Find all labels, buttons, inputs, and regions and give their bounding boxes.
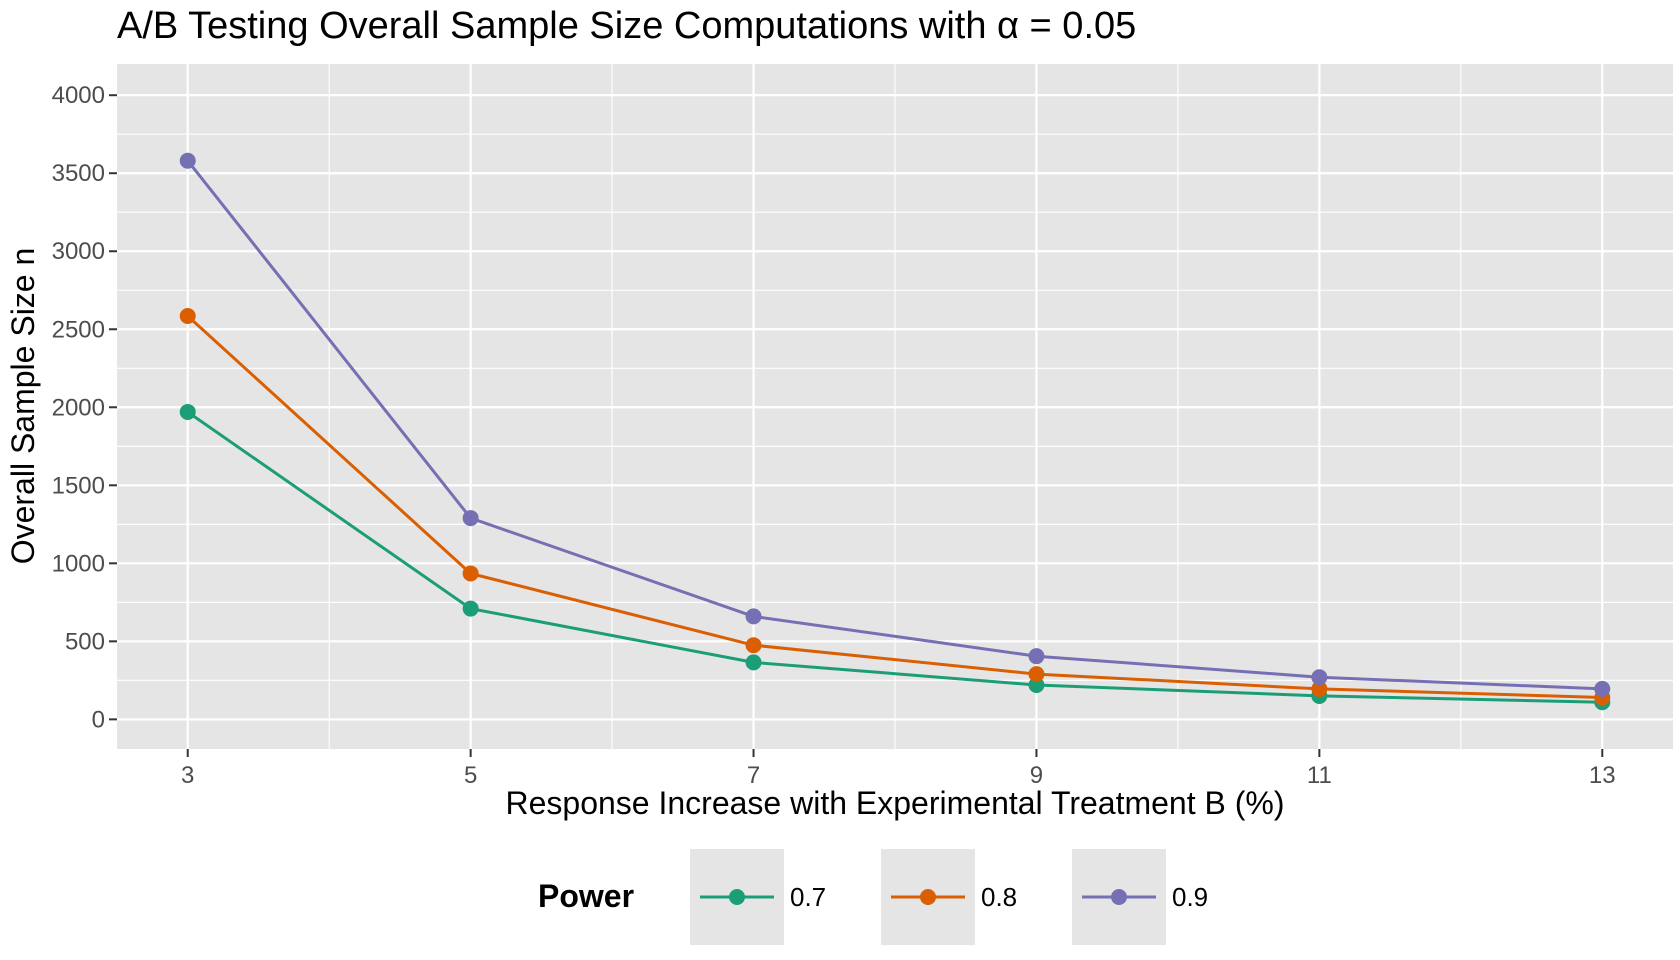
legend-item-0.7: 0.7 xyxy=(690,849,826,945)
chart-title: A/B Testing Overall Sample Size Computat… xyxy=(117,5,1136,47)
data-point xyxy=(1028,666,1045,683)
data-point xyxy=(1594,680,1611,697)
data-point xyxy=(179,152,196,169)
data-point xyxy=(745,637,762,654)
legend-title: Power xyxy=(538,878,634,914)
y-tick-label: 3000 xyxy=(52,238,105,265)
y-tick-label: 1000 xyxy=(52,550,105,577)
data-point xyxy=(745,608,762,625)
series-line xyxy=(186,314,1603,699)
x-tick-label: 13 xyxy=(1589,762,1616,789)
data-point xyxy=(1311,669,1328,686)
data-point xyxy=(1311,680,1328,697)
x-axis: 3 5 7 9 11 13 xyxy=(181,749,1616,789)
series-line xyxy=(186,159,1603,691)
y-tick-label: 2500 xyxy=(52,316,105,343)
data-point xyxy=(1028,648,1045,665)
data-point xyxy=(462,565,479,582)
data-point xyxy=(179,403,196,420)
y-tick-label: 1500 xyxy=(52,472,105,499)
x-tick-label: 11 xyxy=(1307,762,1332,789)
y-tick-label: 2000 xyxy=(52,394,105,421)
data-point xyxy=(179,307,196,324)
legend-item-0.9: 0.9 xyxy=(1072,849,1208,945)
data-point xyxy=(745,654,762,671)
y-tick-label: 500 xyxy=(65,628,105,655)
x-tick-label: 7 xyxy=(747,762,760,789)
data-point xyxy=(462,600,479,617)
legend: Power 0.7 0.8 0.9 xyxy=(538,849,1208,945)
legend-item-0.8: 0.8 xyxy=(881,849,1017,945)
legend-label: 0.9 xyxy=(1172,882,1208,912)
y-axis: 0 500 1000 1500 2000 2500 3000 3500 4000 xyxy=(52,82,117,733)
y-tick-label: 3500 xyxy=(52,160,105,187)
legend-label: 0.7 xyxy=(790,882,826,912)
series-layer xyxy=(179,152,1611,711)
data-point xyxy=(462,510,479,527)
legend-key-point xyxy=(1111,889,1127,905)
y-tick-label: 0 xyxy=(92,706,105,733)
series-0.8 xyxy=(179,307,1611,706)
y-tick-label: 4000 xyxy=(52,82,105,109)
y-axis-title: Overall Sample Size n xyxy=(5,248,41,565)
x-axis-title: Response Increase with Experimental Trea… xyxy=(506,785,1285,821)
series-line xyxy=(186,410,1603,704)
x-tick-label: 9 xyxy=(1030,762,1043,789)
series-0.9 xyxy=(179,152,1611,697)
legend-key-point xyxy=(729,889,745,905)
legend-key-point xyxy=(920,889,936,905)
x-tick-label: 5 xyxy=(464,762,477,789)
major-gridlines xyxy=(117,64,1673,749)
legend-label: 0.8 xyxy=(981,882,1017,912)
x-tick-label: 3 xyxy=(181,762,194,789)
